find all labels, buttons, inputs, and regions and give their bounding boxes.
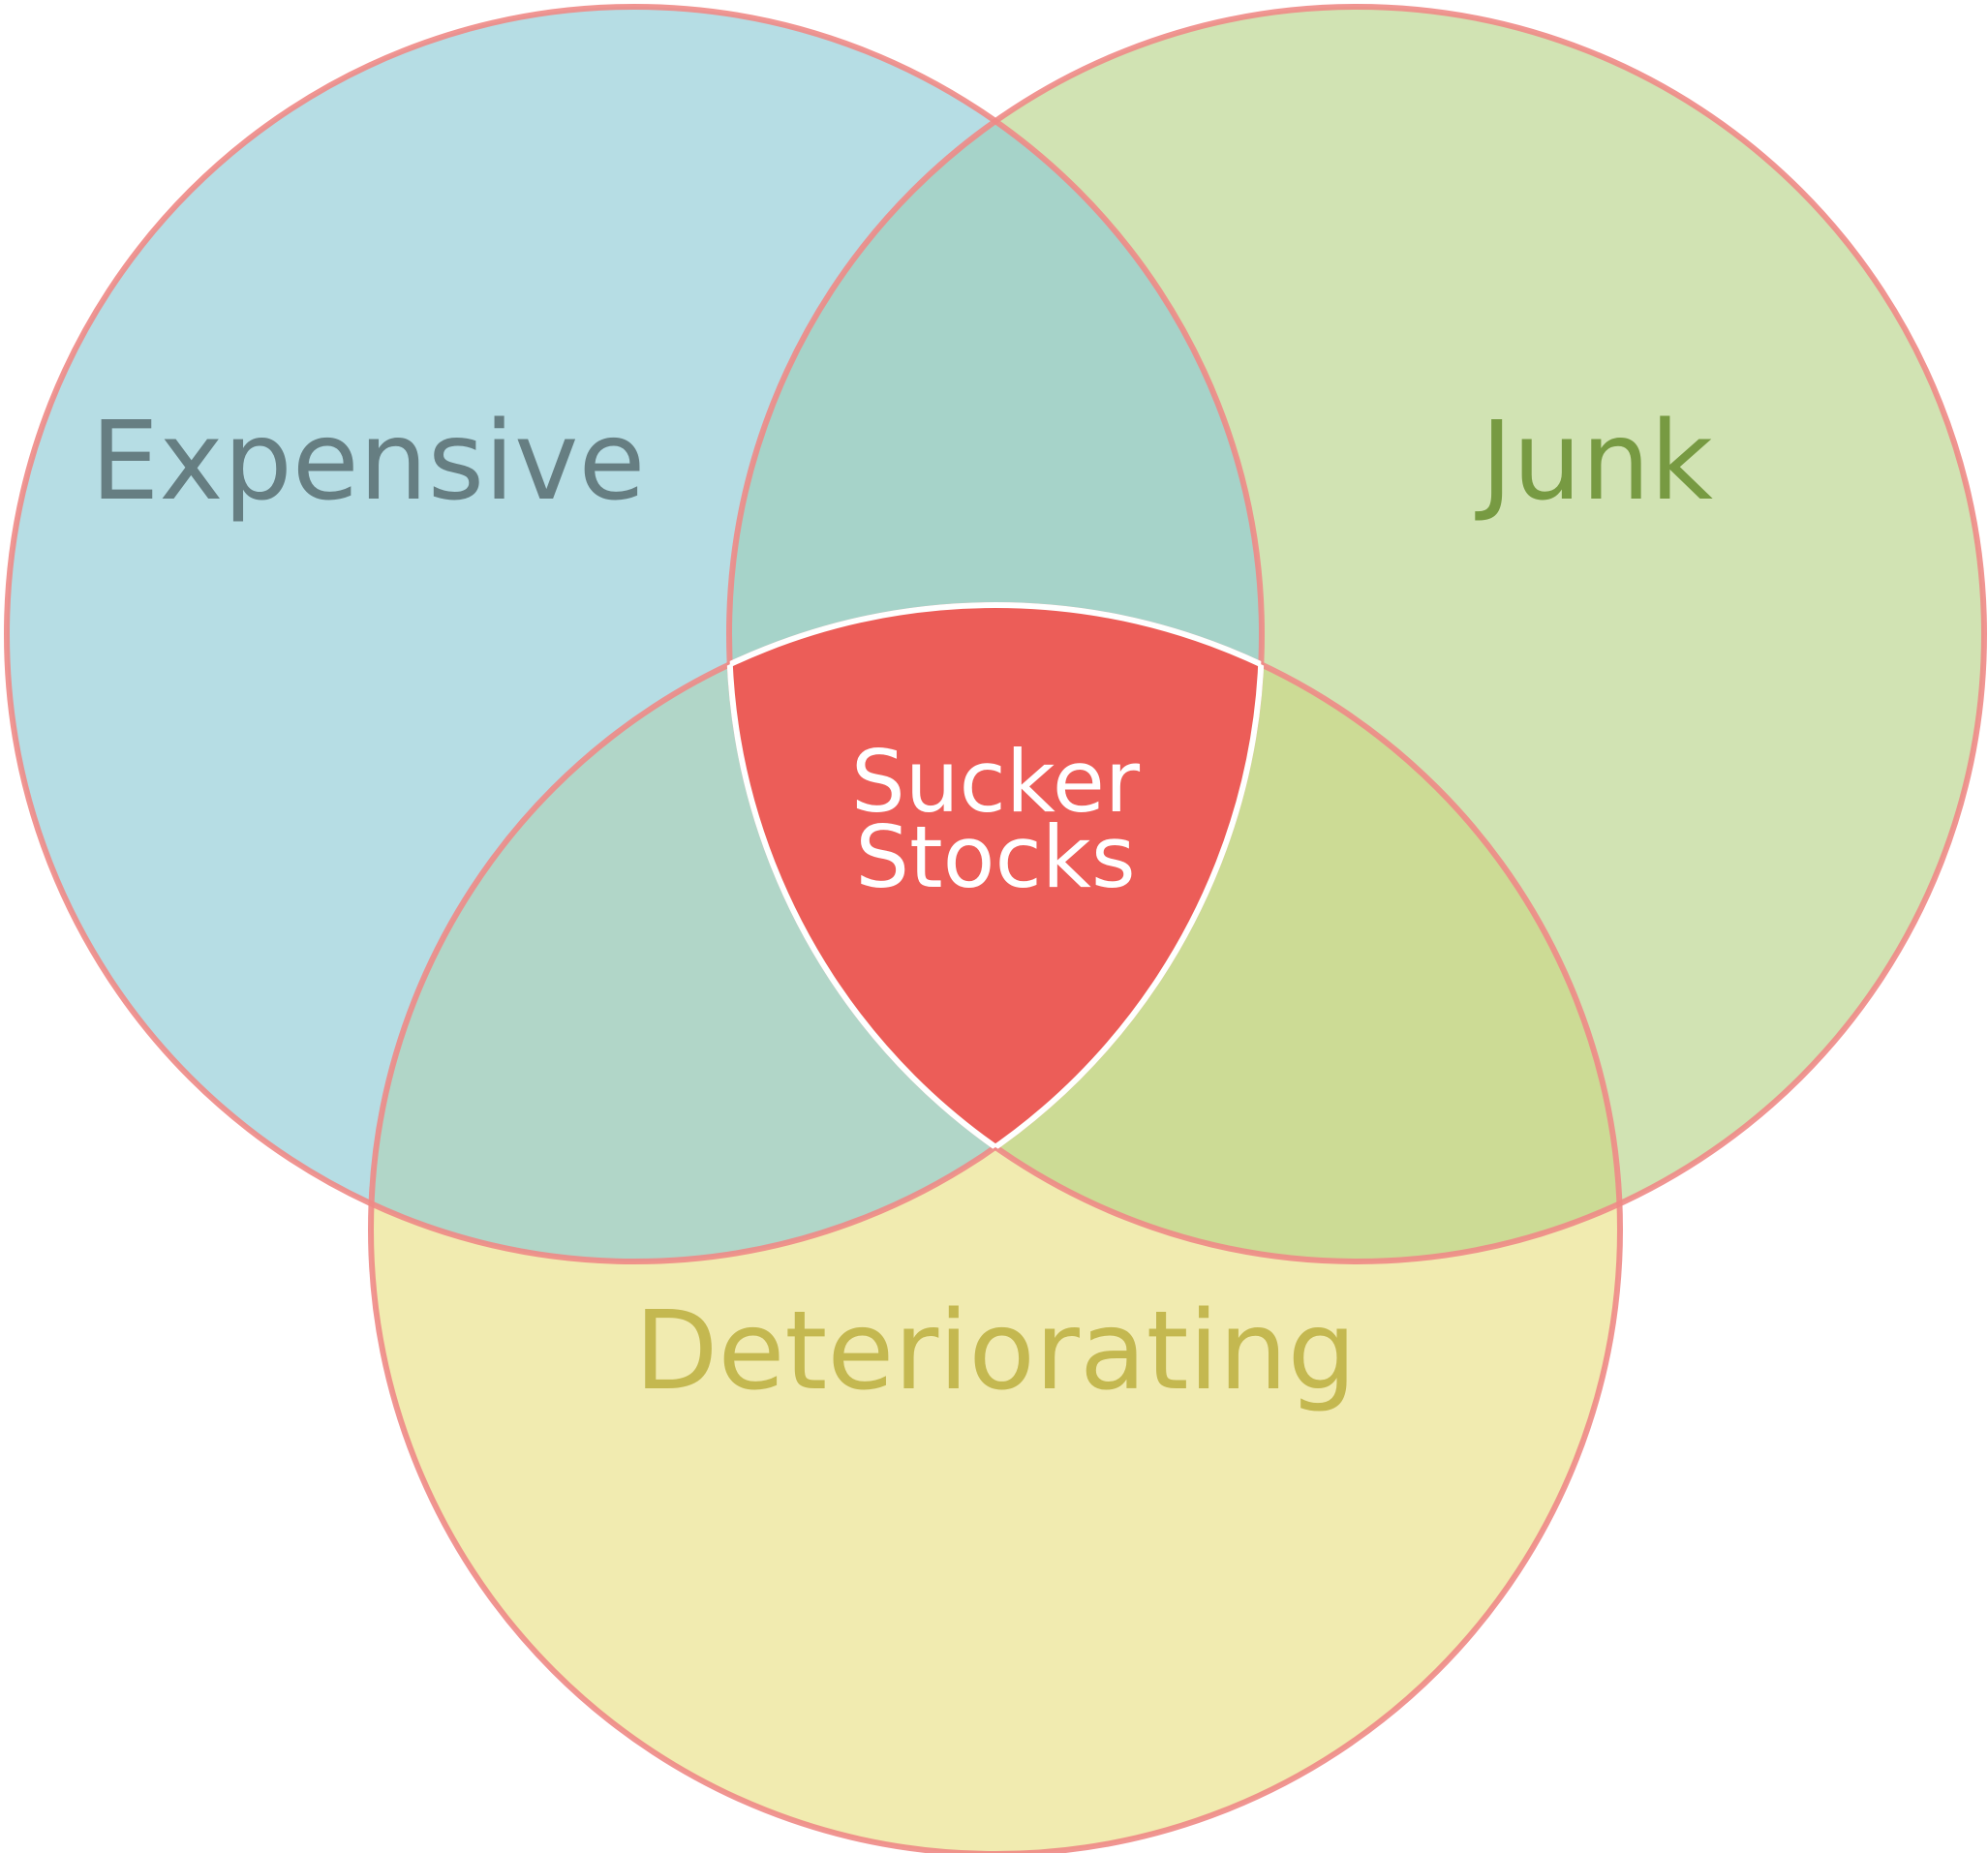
center-region <box>729 605 1262 1261</box>
set-label: Deteriorating <box>634 1289 1356 1414</box>
set-label: Junk <box>1475 399 1713 525</box>
intersection-label: Stocks <box>855 807 1135 907</box>
set-label: Expensive <box>91 399 646 525</box>
intersection-label: Sucker <box>851 732 1141 832</box>
